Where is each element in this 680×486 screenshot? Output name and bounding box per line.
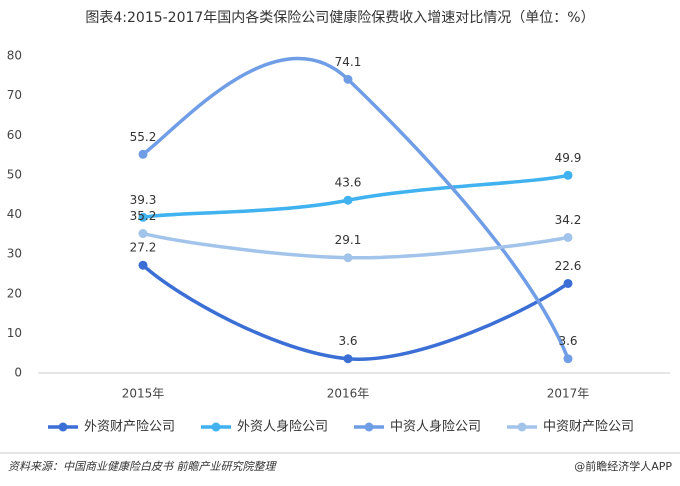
legend-label: 中资人身险公司 bbox=[390, 419, 481, 435]
data-point bbox=[563, 354, 573, 364]
y-tick-label: 10 bbox=[7, 326, 22, 340]
credit: @前瞻经济学人APP bbox=[574, 459, 672, 473]
x-tick-label: 2015年 bbox=[122, 387, 165, 401]
data-label: 27.2 bbox=[130, 241, 157, 255]
data-point bbox=[563, 232, 573, 242]
data-point bbox=[138, 212, 148, 222]
legend-label: 中资财产险公司 bbox=[543, 420, 634, 435]
data-point bbox=[563, 170, 573, 180]
x-tick-label: 2017年 bbox=[547, 387, 590, 401]
legend-label: 外资财产险公司 bbox=[84, 420, 175, 435]
data-point bbox=[343, 74, 353, 84]
data-label: 34.2 bbox=[555, 213, 582, 227]
data-label: 22.6 bbox=[555, 259, 582, 273]
data-label: 29.1 bbox=[335, 233, 362, 247]
data-point bbox=[343, 354, 353, 364]
legend-label: 外资人身险公司 bbox=[237, 419, 328, 435]
data-point bbox=[138, 149, 148, 159]
data-label: 3.6 bbox=[338, 334, 357, 348]
data-label: 3.6 bbox=[558, 334, 577, 348]
y-tick-label: 20 bbox=[7, 286, 22, 300]
data-point bbox=[563, 278, 573, 288]
source: 资料来源：中国商业健康险白皮书 前瞻产业研究院整理 bbox=[8, 460, 277, 473]
data-point bbox=[138, 260, 148, 270]
data-point bbox=[343, 195, 353, 205]
data-label: 43.6 bbox=[335, 176, 362, 190]
y-tick-label: 50 bbox=[7, 167, 22, 181]
legend-marker bbox=[58, 422, 68, 432]
y-tick-label: 40 bbox=[7, 207, 22, 221]
y-tick-label: 80 bbox=[7, 49, 22, 63]
legend-marker bbox=[211, 422, 221, 432]
y-tick-label: 0 bbox=[14, 366, 22, 380]
data-label: 74.1 bbox=[335, 55, 362, 69]
y-tick-label: 60 bbox=[7, 128, 22, 142]
data-point bbox=[138, 229, 148, 239]
data-label: 55.2 bbox=[130, 130, 157, 144]
legend-marker bbox=[364, 422, 374, 432]
legend-marker bbox=[517, 422, 527, 432]
y-tick-label: 30 bbox=[7, 247, 22, 261]
data-label: 39.3 bbox=[130, 193, 157, 207]
y-tick-label: 70 bbox=[7, 88, 22, 102]
data-point bbox=[343, 253, 353, 263]
x-tick-label: 2016年 bbox=[327, 387, 370, 401]
series-line bbox=[141, 56, 570, 360]
data-label: 35.2 bbox=[130, 209, 157, 223]
chart-title: 图表4:2015-2017年国内各类保险公司健康险保费收入增速对比情况（单位：%… bbox=[85, 9, 594, 26]
data-label: 49.9 bbox=[555, 151, 582, 165]
